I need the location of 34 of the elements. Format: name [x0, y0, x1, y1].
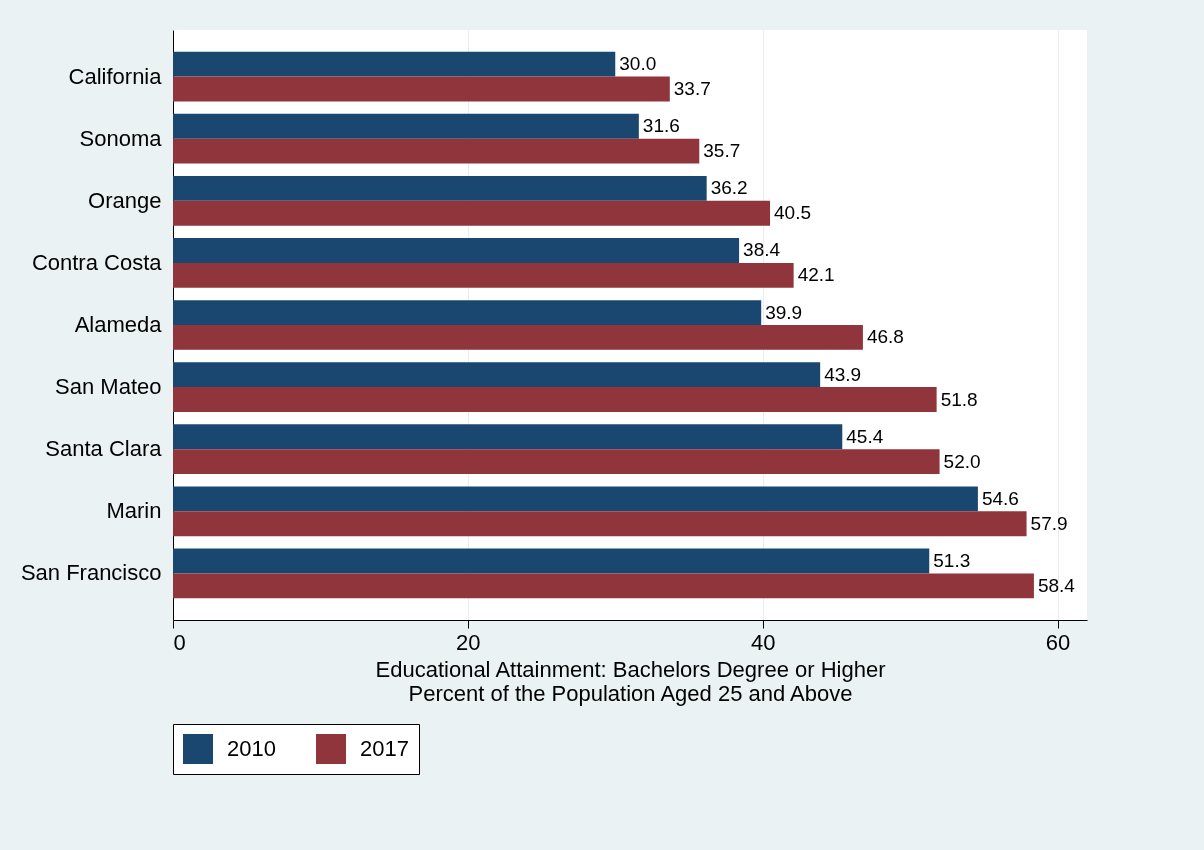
data-label: 43.9: [824, 363, 862, 385]
y-tick-label: Sonoma: [79, 125, 163, 151]
y-tick-label: Contra Costa: [31, 249, 163, 275]
x-tick-label: 40: [750, 629, 776, 655]
data-label: 30.0: [619, 53, 657, 75]
data-label: 39.9: [765, 301, 803, 323]
x-axis-title: Educational Attainment: Bachelors Degree or Higher Percent of the Population Aged 25 and Above: [375, 656, 886, 706]
data-label: 52.0: [943, 450, 981, 472]
data-label: 51.8: [940, 388, 978, 410]
y-tick-label: San Francisco: [20, 560, 162, 586]
x-tick-label: 20: [456, 629, 481, 655]
data-label: 36.2: [710, 177, 748, 199]
legend-label: 2010: [227, 736, 276, 761]
data-label: 58.4: [1037, 574, 1076, 596]
y-tick-label: San Mateo: [55, 374, 162, 400]
data-label: 45.4: [846, 425, 884, 447]
data-label: 42.1: [797, 264, 835, 286]
y-tick-label: Santa Clara: [45, 436, 163, 462]
x-tick-label: 60: [1045, 629, 1071, 655]
data-label: 57.9: [1030, 512, 1068, 534]
data-label: 40.5: [774, 202, 812, 224]
y-tick-label: Orange: [88, 187, 162, 213]
y-tick-label: California: [68, 63, 163, 89]
data-label: 31.6: [642, 115, 680, 137]
y-tick-label: Marin: [106, 498, 162, 524]
data-label: 46.8: [866, 326, 904, 348]
data-label: 51.3: [933, 550, 971, 571]
data-label: 35.7: [703, 140, 741, 162]
data-label: 38.4: [743, 239, 781, 261]
data-label: 54.6: [981, 487, 1019, 509]
data-label: 33.7: [673, 78, 711, 99]
y-tick-label: Alameda: [74, 312, 163, 337]
legend-label: 2017: [360, 736, 409, 761]
x-tick-label: 0: [173, 629, 186, 655]
